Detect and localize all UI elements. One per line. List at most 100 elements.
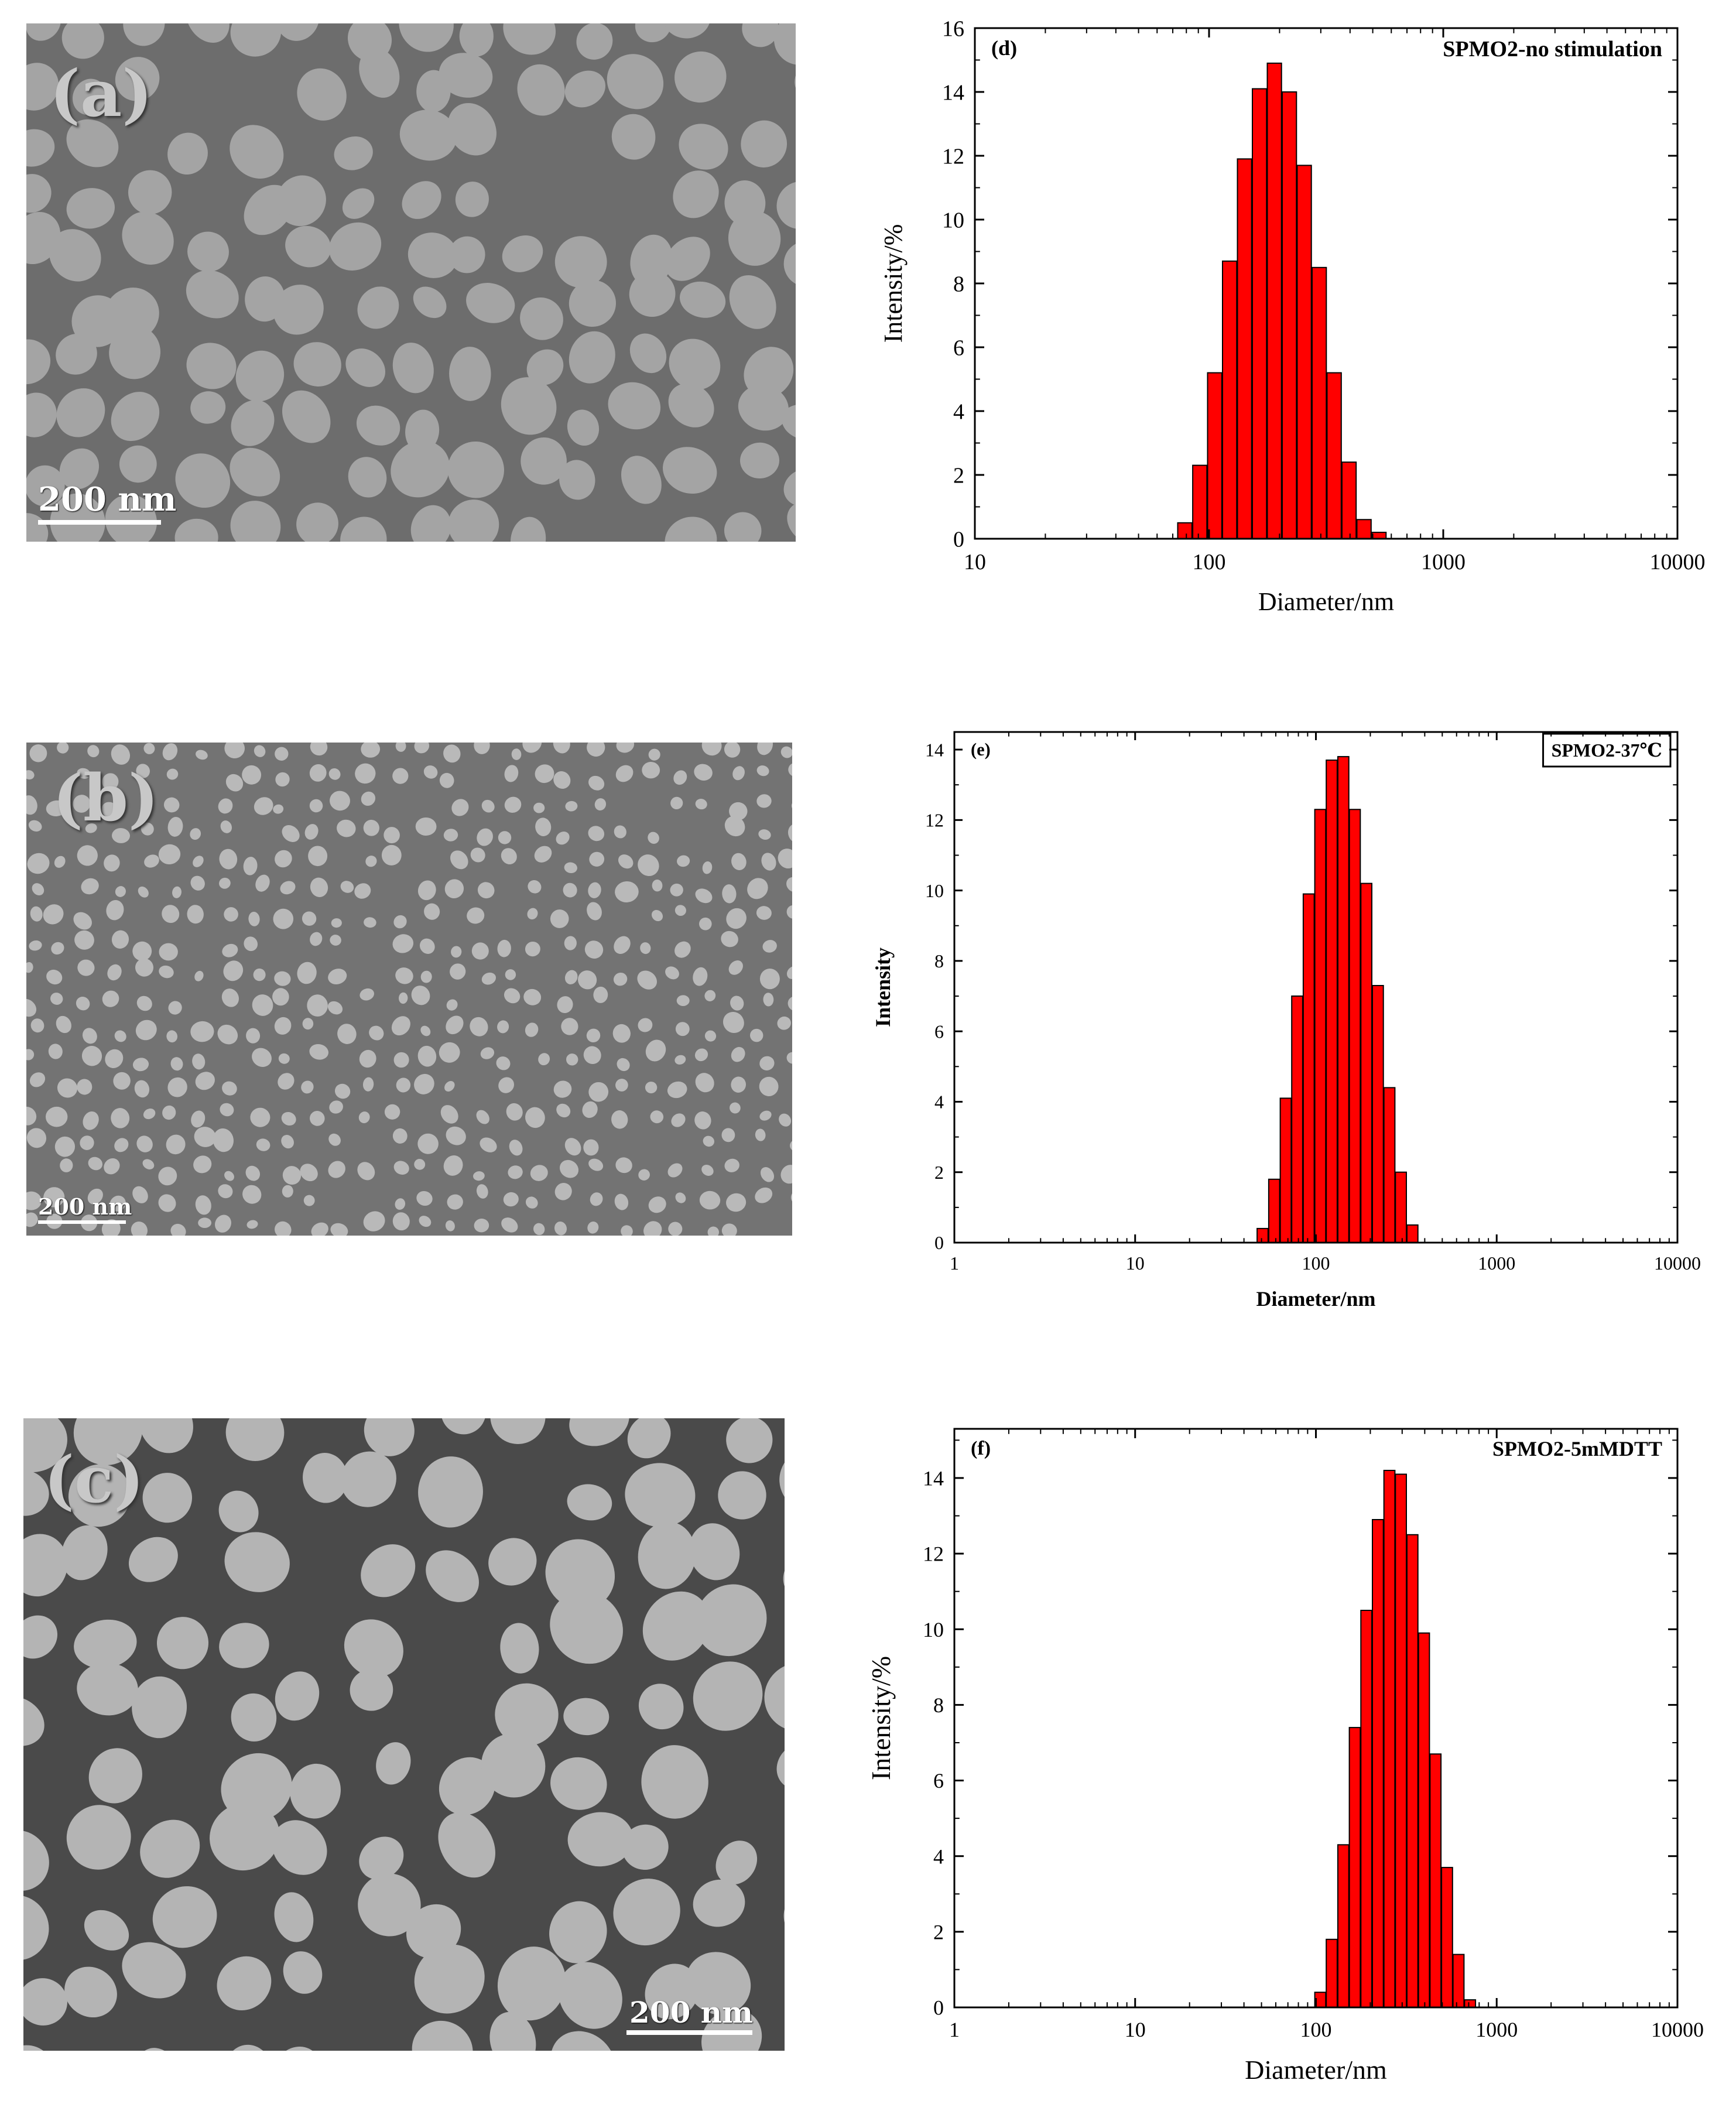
panel-label: (d) [991, 36, 1017, 60]
y-tick-label: 16 [942, 16, 964, 41]
y-tick-label: 2 [933, 1920, 944, 1944]
scale-bar-label-c: 200 nm [629, 1995, 754, 2030]
legend-text: SPMO2-5mMDTT [1492, 1437, 1662, 1460]
tem-particles [23, 1418, 785, 2051]
bar [1192, 464, 1208, 539]
y-tick-label: 4 [953, 399, 964, 424]
x-tick-label: 1000 [1478, 1253, 1515, 1274]
y-tick-label: 4 [933, 1845, 944, 1868]
y-tick-label: 6 [953, 336, 964, 360]
chart-f: 1 10 100 1000 10000 0 2 4 6 8 10 12 14 Diameter/nm Int… [866, 1417, 1721, 2120]
y-tick-label: 14 [942, 80, 964, 105]
y-tick-label: 12 [923, 1542, 944, 1566]
bar [1282, 91, 1297, 539]
bar [1177, 522, 1193, 540]
x-axis: 10 100 1000 10000 [964, 28, 1706, 574]
bar [1429, 1753, 1442, 2008]
y-axis: 0 2 4 6 8 10 12 14 [925, 739, 1677, 1253]
bar [1279, 1097, 1292, 1244]
scale-bar-label-a: 200 nm [38, 480, 177, 519]
bar [1341, 461, 1357, 540]
x-axis: 1 10 100 1000 10000 [949, 1429, 1704, 2041]
bar [1360, 882, 1372, 1244]
bar [1417, 1632, 1430, 2008]
bars [1256, 756, 1419, 1244]
bars [1177, 62, 1387, 540]
x-tick-label: 100 [1302, 1253, 1330, 1274]
x-tick-label: 10 [1125, 2018, 1146, 2041]
plot-frame [953, 1428, 1679, 2009]
y-tick-label: 0 [933, 1996, 944, 2020]
tem-image-a: (a) 200 nm [26, 23, 796, 542]
y-axis: 0 2 4 6 8 10 12 14 16 [942, 16, 1677, 552]
panel-label: (e) [971, 740, 991, 760]
y-tick-label: 8 [933, 1694, 944, 1717]
bar [1372, 985, 1384, 1243]
tem-particles [26, 743, 792, 1236]
bar [1207, 372, 1223, 539]
x-tick-label: 100 [1193, 550, 1226, 574]
y-tick-label: 10 [923, 1618, 944, 1641]
bar [1252, 88, 1268, 540]
y-tick-label: 4 [934, 1092, 944, 1113]
bar [1383, 1470, 1396, 2008]
x-tick-label: 10 [1126, 1253, 1145, 1274]
bar [1406, 1224, 1419, 1244]
chart-e: 1 10 100 1000 10000 0 2 4 6 8 10 12 14 Diameter/nm Int… [867, 720, 1721, 1341]
y-axis: 0 2 4 6 8 10 12 14 [923, 1439, 1677, 2020]
panel-label-b: (b) [53, 760, 159, 836]
x-tick-label: 10 [964, 550, 986, 574]
bar [1237, 158, 1252, 539]
y-tick-label: 12 [942, 144, 964, 169]
y-tick-label: 8 [953, 272, 964, 296]
bar [1302, 893, 1315, 1244]
x-tick-label: 10000 [1650, 550, 1706, 574]
bars [1314, 1470, 1477, 2009]
bar [1395, 1171, 1407, 1244]
bar [1395, 1473, 1407, 2008]
x-axis: 1 10 100 1000 10000 [950, 732, 1701, 1274]
bar [1406, 1534, 1419, 2009]
bar [1222, 260, 1238, 539]
y-axis-label: Intensity [871, 947, 895, 1027]
x-tick-label: 1 [949, 2018, 960, 2041]
bar [1348, 809, 1361, 1244]
y-tick-label: 0 [934, 1232, 944, 1253]
x-tick-label: 10000 [1651, 2018, 1704, 2041]
bar [1348, 1727, 1361, 2008]
legend-text: SPMO2-no stimulation [1443, 37, 1662, 61]
bar [1312, 266, 1327, 540]
bar [1314, 809, 1327, 1244]
bar [1291, 995, 1303, 1243]
bar [1256, 1227, 1269, 1244]
scale-bar-label-b: 200 nm [38, 1193, 132, 1220]
y-tick-label: 0 [953, 527, 964, 552]
x-tick-label: 100 [1300, 2018, 1332, 2041]
bar [1266, 62, 1282, 539]
panel-label: (f) [971, 1438, 991, 1459]
y-axis-label: Intensity/% [879, 224, 908, 343]
bar [1441, 1867, 1453, 2008]
bar [1326, 372, 1342, 539]
x-axis-label: Diameter/nm [1258, 587, 1394, 616]
x-axis-label: Diameter/nm [1245, 2055, 1387, 2085]
tem-image-b: (b) 200 nm [26, 743, 792, 1236]
bar [1360, 1610, 1372, 2008]
bar [1296, 165, 1312, 539]
y-tick-label: 14 [925, 739, 944, 760]
bar [1337, 1844, 1350, 2008]
x-tick-label: 1000 [1475, 2018, 1518, 2041]
panel-label-a: (a) [50, 56, 153, 131]
x-tick-label: 1000 [1421, 550, 1466, 574]
bar [1371, 532, 1387, 539]
bar [1268, 1178, 1280, 1243]
y-tick-label: 10 [942, 208, 964, 232]
y-tick-label: 14 [923, 1467, 944, 1490]
chart-d: 10 100 1000 10000 0 2 4 6 8 10 12 14 16 Diameter/nm In… [878, 6, 1721, 638]
scale-bar-c [626, 2030, 752, 2035]
y-tick-label: 10 [925, 880, 944, 901]
y-tick-label: 2 [934, 1162, 944, 1183]
x-tick-label: 1 [950, 1253, 959, 1274]
x-tick-label: 10000 [1654, 1253, 1701, 1274]
bar [1383, 1087, 1396, 1244]
